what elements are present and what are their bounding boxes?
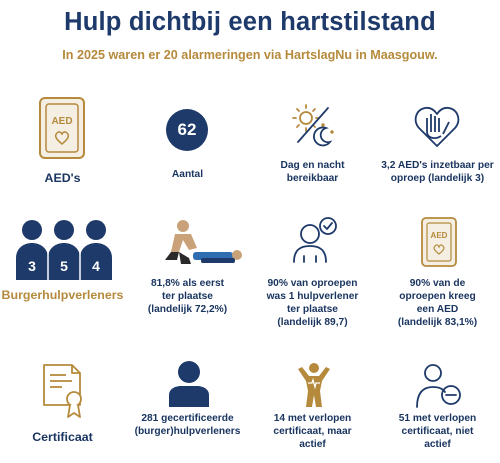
- sun-moon-icon: [290, 102, 336, 148]
- count-label: Aantal: [171, 169, 204, 180]
- one-line4: (landelijk 89,7): [277, 317, 348, 328]
- cell-first-on-site: 81,8% als eerst ter plaatse (landelijk 7…: [125, 212, 250, 332]
- cell-certificate: Certificaat: [0, 355, 125, 455]
- helper-number-2: 5: [60, 258, 68, 274]
- first-line2: ter plaatse: [162, 291, 213, 302]
- cell-daynight: Dag en nacht bereikbaar: [250, 88, 375, 198]
- cell-deploy: 3,2 AED's inzetbaar per oproep (landelij…: [375, 88, 500, 198]
- aed-label: AED's: [44, 171, 81, 185]
- one-line2: was 1 hulpverlener: [266, 291, 359, 302]
- helpers-label: Burgerhulpverleners: [1, 288, 124, 302]
- cell-aed-received: AED 90% van de oproepen kreeg een AED (l…: [375, 212, 500, 342]
- cell-expired-inactive: 51 met verlopen certificaat, niet actief: [375, 355, 500, 455]
- expired-inactive-line2: certificaat, niet: [401, 426, 474, 437]
- hands-heart-icon: [413, 102, 461, 148]
- cert-label: Certificaat: [32, 430, 93, 444]
- active-person-icon: [292, 361, 336, 409]
- person-check-icon: [292, 216, 338, 264]
- cell-certified: 281 gecertificeerde (burger)hulpverlener…: [125, 355, 250, 455]
- expired-inactive-line3: actief: [424, 439, 451, 450]
- cell-expired-active: 14 met verlopen certificaat, maar actief: [250, 355, 375, 455]
- person-minus-icon: [415, 361, 463, 409]
- expired-active-line3: actief: [299, 439, 326, 450]
- aed-icon-text: AED: [51, 116, 72, 127]
- people-icon: 3 5 4: [14, 218, 114, 282]
- expired-inactive-line1: 51 met verlopen: [398, 413, 477, 424]
- count-badge: 62: [165, 108, 209, 152]
- certified-line1: 281 gecertificeerde: [141, 413, 234, 424]
- aed-line3: een AED: [416, 304, 459, 315]
- one-line3: ter plaatse: [287, 304, 338, 315]
- expired-active-line1: 14 met verlopen: [273, 413, 352, 424]
- certified-line2: (burger)hulpverleners: [134, 426, 241, 437]
- aed-line1: 90% van de: [409, 278, 466, 289]
- cpr-icon: [145, 218, 245, 266]
- cell-helpers: 3 5 4 Burgerhulpverleners: [0, 212, 125, 312]
- page-subtitle: In 2025 waren er 20 alarmeringen via Har…: [62, 48, 438, 62]
- aed-line4: (landelijk 83,1%): [397, 317, 478, 328]
- aed-device-icon: AED: [419, 216, 459, 268]
- count-value: 62: [177, 120, 197, 139]
- first-line3: (landelijk 72,2%): [147, 304, 228, 315]
- person-icon: [167, 359, 211, 407]
- expired-active-line2: certificaat, maar: [273, 426, 352, 437]
- cell-count: 62 Aantal: [125, 88, 250, 198]
- daynight-line2: bereikbaar: [286, 173, 339, 184]
- page-title: Hulp dichtbij een hartstilstand: [64, 8, 436, 36]
- cell-aeds: AED AED's: [0, 88, 125, 198]
- certificate-icon: [40, 361, 88, 419]
- helper-number-3: 4: [92, 258, 100, 274]
- aed-device-text: AED: [431, 231, 448, 240]
- deploy-line2: oproep (landelijk 3): [390, 173, 485, 184]
- one-line1: 90% van oproepen: [267, 278, 358, 289]
- helper-number-1: 3: [28, 258, 36, 274]
- daynight-line1: Dag en nacht: [280, 160, 345, 171]
- aed-icon: AED: [36, 96, 88, 160]
- cell-one-helper: 90% van oproepen was 1 hulpverlener ter …: [250, 212, 375, 342]
- deploy-line1: 3,2 AED's inzetbaar per: [381, 160, 494, 171]
- aed-line2: oproepen kreeg: [399, 291, 476, 302]
- first-line1: 81,8% als eerst: [150, 278, 225, 289]
